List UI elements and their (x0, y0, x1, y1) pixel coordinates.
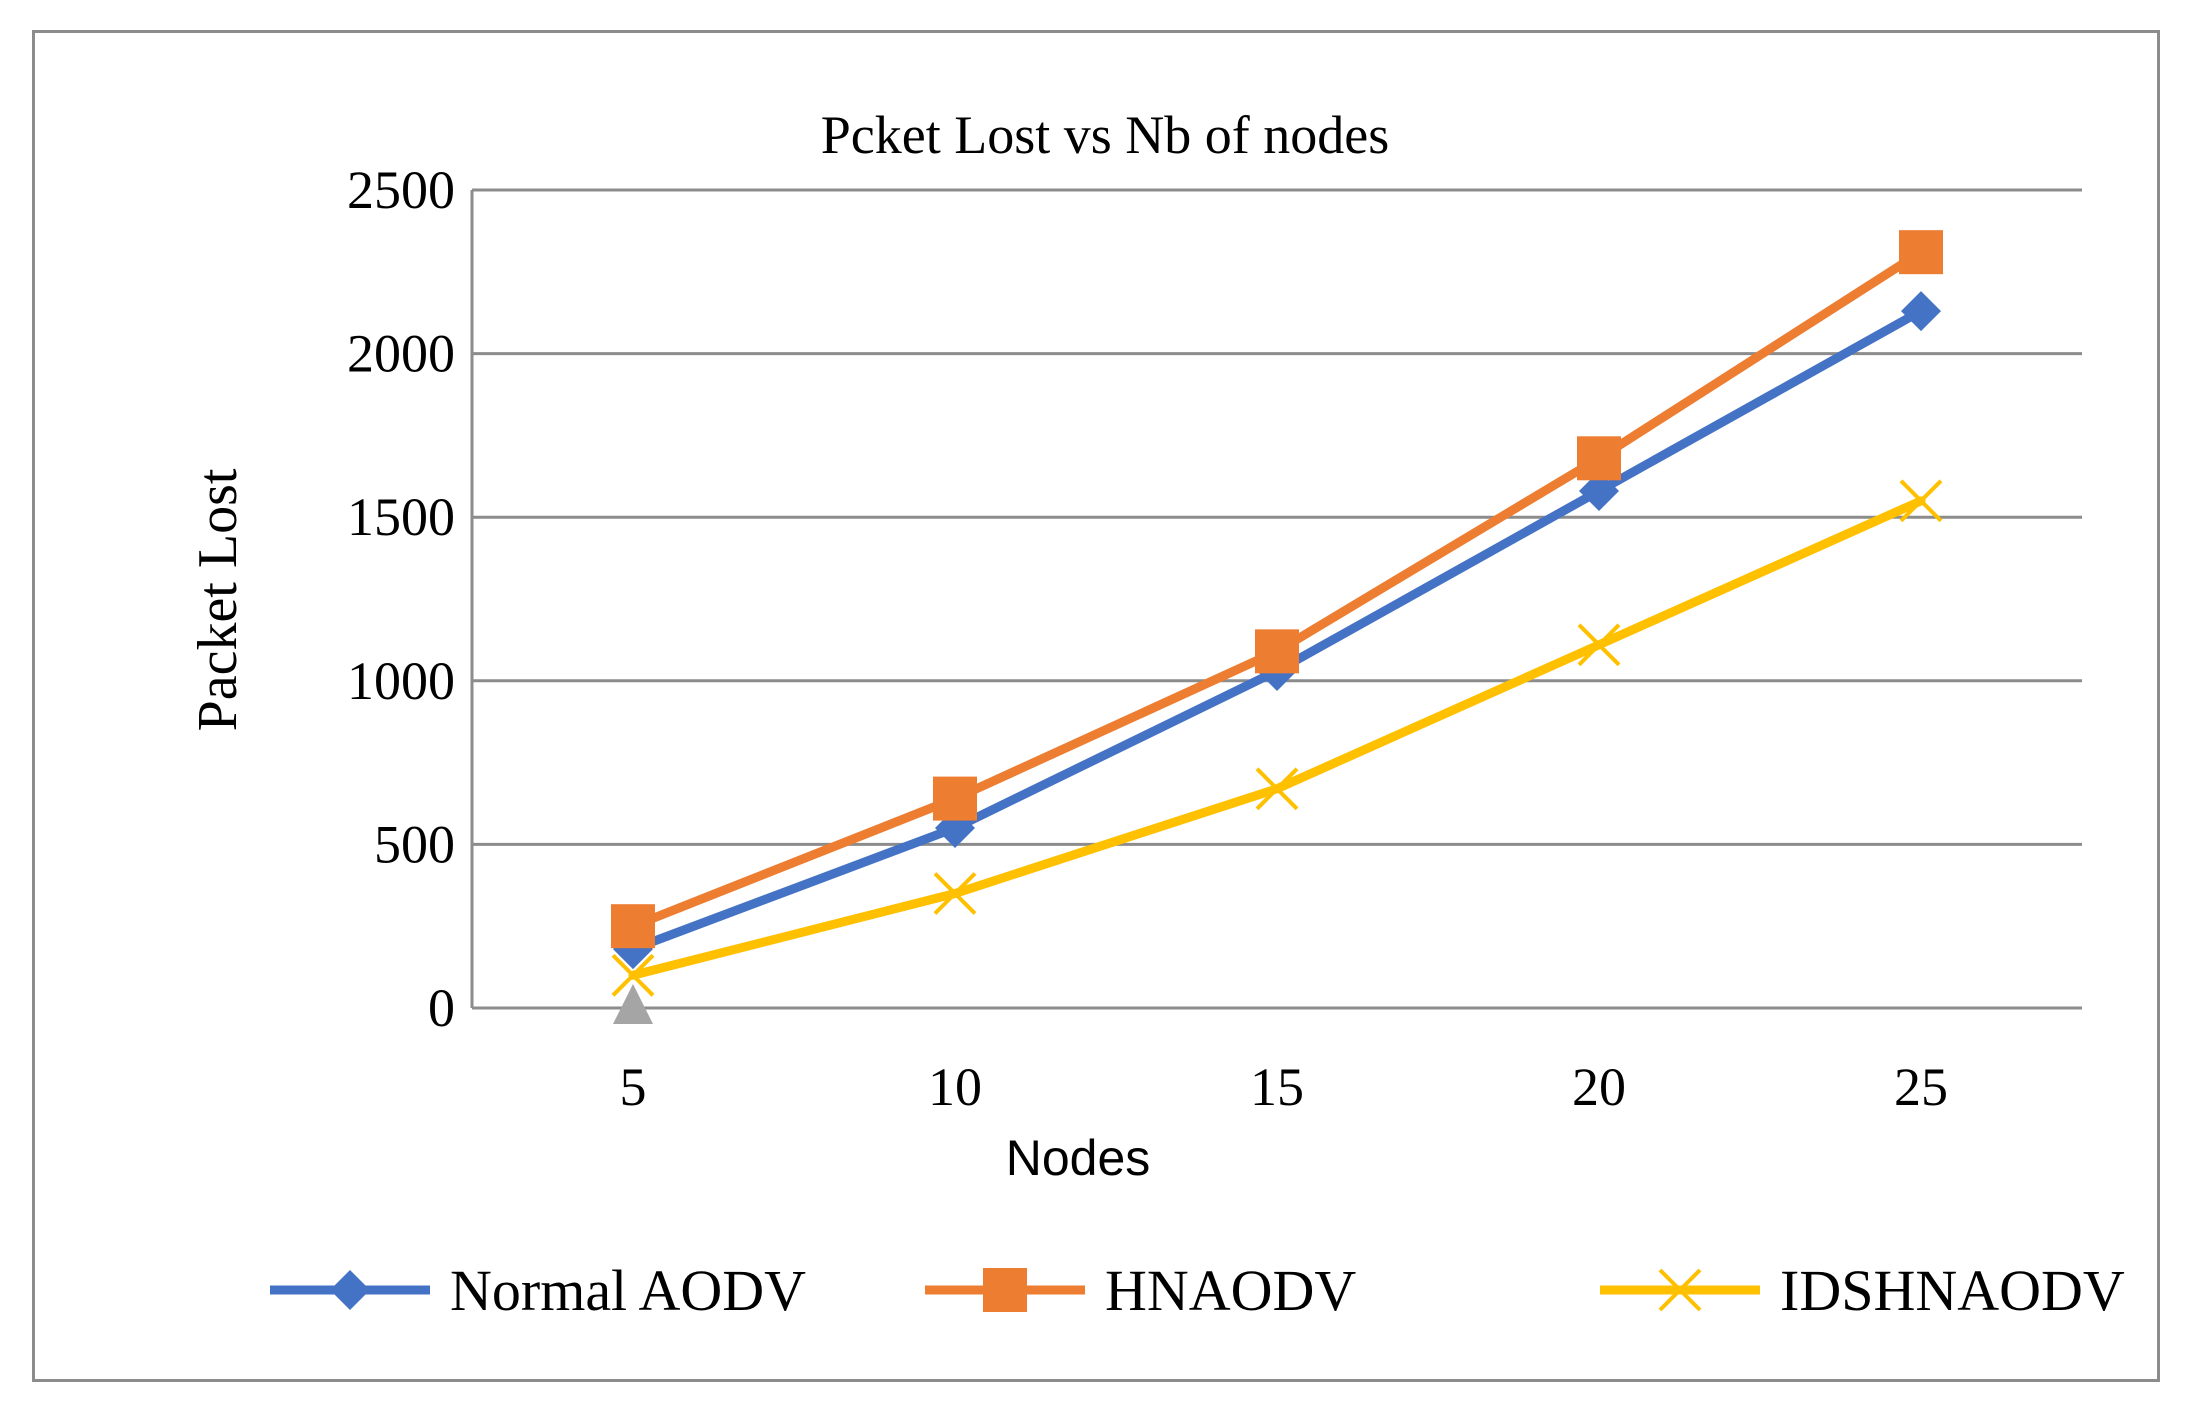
chart-title: Pcket Lost vs Nb of nodes (821, 105, 1389, 165)
data-point (1579, 471, 1619, 512)
legend-marker (1658, 1268, 1702, 1312)
series-line-2 (628, 496, 1926, 980)
x-tick-label: 25 (1894, 1057, 1948, 1117)
y-tick-label: 2500 (347, 160, 455, 220)
x-tick-label: 5 (620, 1057, 647, 1117)
legend-marker (330, 1270, 370, 1310)
x-tick-label: 20 (1572, 1057, 1626, 1117)
data-point-extra (613, 984, 653, 1024)
data-point (933, 872, 977, 915)
data-point (1255, 767, 1299, 811)
data-point (1577, 623, 1621, 667)
y-tick-label: 1500 (347, 487, 455, 547)
legend-marker (983, 1268, 1027, 1312)
data-point (611, 953, 655, 997)
y-tick-label: 1000 (347, 651, 455, 711)
x-axis-label: Nodes (1006, 1130, 1151, 1186)
y-axis-label: Packet Lost (187, 468, 249, 731)
data-point (1577, 436, 1621, 481)
data-point (933, 776, 977, 821)
y-tick-label: 2000 (347, 324, 455, 384)
legend: Normal AODV HNAODV IDSHNAODV (270, 1258, 2125, 1323)
data-point (611, 904, 655, 949)
legend-label: Normal AODV (450, 1258, 806, 1323)
data-point (1255, 629, 1299, 674)
legend-label: IDSHNAODV (1780, 1258, 2125, 1323)
data-point (1901, 291, 1941, 332)
x-tick-label: 15 (1250, 1057, 1304, 1117)
legend-label: HNAODV (1105, 1258, 1356, 1323)
data-point (1899, 479, 1943, 523)
data-point (1899, 230, 1943, 275)
y-tick-label: 0 (428, 978, 455, 1038)
y-tick-label: 500 (374, 814, 455, 874)
x-tick-label: 10 (928, 1057, 982, 1117)
chart-frame (32, 30, 2160, 1382)
